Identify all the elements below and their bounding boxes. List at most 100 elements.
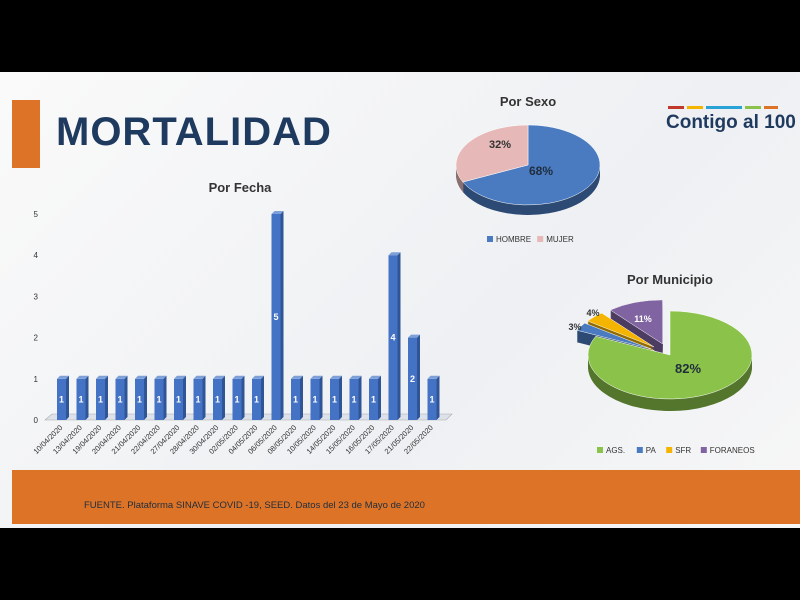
logo-stripes	[668, 106, 778, 109]
y-tick-label: 3	[34, 292, 39, 301]
bar-side	[358, 375, 362, 420]
bar-top	[291, 375, 303, 379]
legend-swatch	[666, 447, 673, 453]
bar-side	[319, 375, 323, 420]
bar-side	[85, 375, 89, 420]
bar	[369, 378, 378, 420]
bar-top	[388, 252, 401, 256]
bar-top	[96, 375, 108, 379]
sex-pie-title: Por Sexo	[500, 94, 556, 109]
pie-data-label: 11%	[634, 314, 652, 324]
bar	[135, 378, 144, 420]
bar	[57, 378, 66, 420]
bar-data-label: 1	[254, 394, 259, 404]
bar-data-label: 1	[332, 394, 337, 404]
bar-top	[115, 375, 128, 379]
bar-side	[183, 375, 186, 420]
bar-top	[330, 375, 342, 379]
bar-top	[154, 375, 167, 379]
bar	[76, 378, 86, 420]
bar-data-label: 1	[429, 394, 434, 404]
bar-side	[241, 375, 245, 420]
source-note: FUENTE. Plataforma SINAVE COVID -19, SEE…	[84, 500, 425, 511]
bar-top	[193, 375, 206, 379]
bar-side	[417, 334, 420, 420]
footer-band: FUENTE. Plataforma SINAVE COVID -19, SEE…	[12, 470, 800, 524]
bar-top	[76, 375, 89, 379]
bar-data-label: 4	[390, 333, 395, 343]
y-tick-label: 2	[34, 334, 39, 343]
municipio-pie-title: Por Municipio	[627, 272, 713, 287]
bar-top	[271, 211, 284, 214]
bar	[232, 378, 242, 420]
bar	[154, 378, 164, 420]
bar	[291, 378, 300, 420]
bar-top	[408, 334, 420, 338]
bar-data-label: 1	[195, 394, 200, 404]
bar-data-label: 1	[176, 394, 181, 404]
legend-label: HOMBRE	[496, 235, 531, 244]
bar	[174, 378, 183, 420]
bar	[252, 378, 261, 420]
pie-data-label: 68%	[529, 164, 553, 178]
bar-data-label: 1	[156, 394, 161, 404]
bar-data-label: 1	[98, 394, 103, 404]
bar-data-label: 1	[234, 394, 239, 404]
slide: MORTALIDAD Contigo al 100 FUENTE. Plataf…	[0, 72, 800, 528]
bar	[408, 337, 417, 420]
bar	[349, 378, 359, 420]
bar-top	[369, 375, 381, 379]
bar-data-label: 1	[351, 394, 356, 404]
bar-data-label: 1	[215, 394, 220, 404]
bar-top	[135, 375, 147, 379]
bar-top	[310, 375, 323, 379]
pie-data-label: 3%	[568, 322, 581, 332]
bar-side	[339, 375, 342, 420]
bar-side	[436, 375, 440, 420]
bar-data-label: 1	[312, 394, 317, 404]
bar	[213, 378, 222, 420]
bar-data-label: 1	[371, 394, 376, 404]
pie-data-label: 82%	[675, 361, 701, 376]
bar-side	[222, 375, 225, 420]
title-accent	[12, 100, 40, 168]
y-tick-label: 4	[34, 251, 39, 260]
bar	[96, 378, 105, 420]
y-tick-label: 5	[34, 210, 39, 219]
bar-side	[163, 375, 167, 420]
bar-data-label: 1	[137, 394, 142, 404]
pie-data-label: 32%	[489, 139, 511, 151]
bar-data-label: 1	[293, 394, 298, 404]
page-title: MORTALIDAD	[56, 110, 332, 154]
legend-swatch	[537, 236, 544, 242]
pie-slice	[587, 310, 753, 400]
pie-slice	[609, 299, 663, 345]
bar-side	[124, 375, 128, 420]
legend-label: MUJER	[546, 235, 574, 244]
bar-side	[202, 375, 206, 420]
bar	[427, 378, 437, 420]
bar	[388, 255, 398, 420]
bar-side	[105, 375, 108, 420]
bar-top	[174, 375, 186, 379]
bar-side	[397, 252, 401, 420]
bar-top	[427, 375, 440, 379]
legend-label: AGS.	[606, 446, 625, 455]
y-tick-label: 0	[34, 416, 39, 425]
bar-side	[66, 375, 69, 420]
legend-label: SFR	[675, 446, 691, 455]
bar	[271, 214, 281, 420]
bar-data-label: 5	[273, 312, 278, 322]
pie-slice	[587, 312, 655, 348]
bar	[330, 378, 339, 420]
legend-swatch	[597, 447, 603, 453]
legend-label: FORANEOS	[710, 446, 755, 455]
bar-side	[378, 375, 381, 420]
legend-swatch	[487, 236, 493, 242]
bar	[310, 378, 320, 420]
bar-side	[261, 375, 264, 420]
bar-top	[213, 375, 225, 379]
logo: Contigo al 100	[666, 112, 796, 133]
pie-slice	[576, 322, 652, 350]
bar-side	[144, 375, 147, 420]
